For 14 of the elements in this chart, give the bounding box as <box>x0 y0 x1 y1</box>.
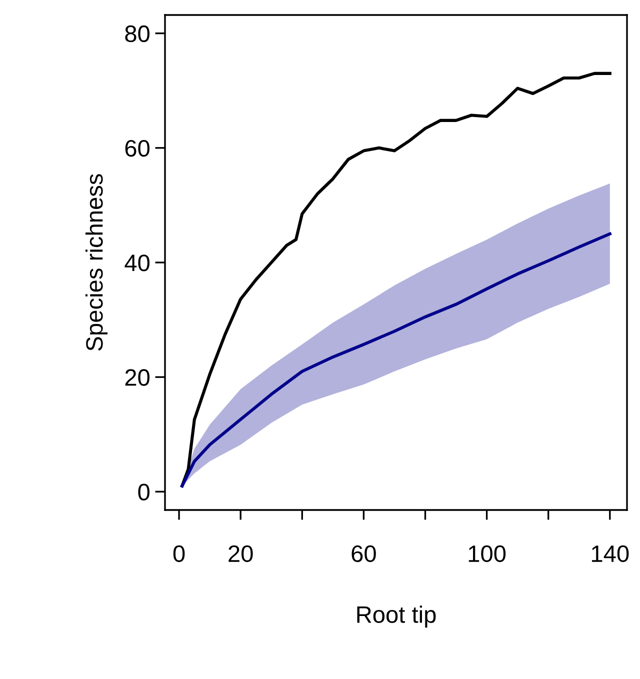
y-tick-label: 0 <box>138 484 150 500</box>
line-series <box>180 72 612 488</box>
x-axis-title: Root tip <box>357 606 436 628</box>
y-axis-title: Species richness <box>85 174 108 351</box>
y-tick-label: 40 <box>124 254 150 272</box>
x-tick-label: 100 <box>468 545 506 562</box>
line-series <box>180 232 612 488</box>
x-tick-label: 0 <box>173 545 185 562</box>
x-tick-label: 140 <box>592 545 629 562</box>
x-tick-label: 20 <box>228 545 253 562</box>
x-tick-label: 60 <box>352 545 376 562</box>
y-tick-label: 20 <box>125 369 150 386</box>
y-tick-label: 80 <box>125 25 150 42</box>
y-tick-label: 60 <box>125 140 150 157</box>
